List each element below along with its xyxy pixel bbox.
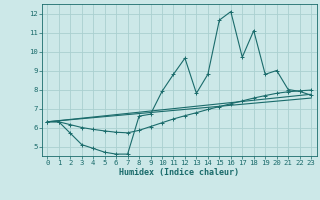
X-axis label: Humidex (Indice chaleur): Humidex (Indice chaleur): [119, 168, 239, 177]
